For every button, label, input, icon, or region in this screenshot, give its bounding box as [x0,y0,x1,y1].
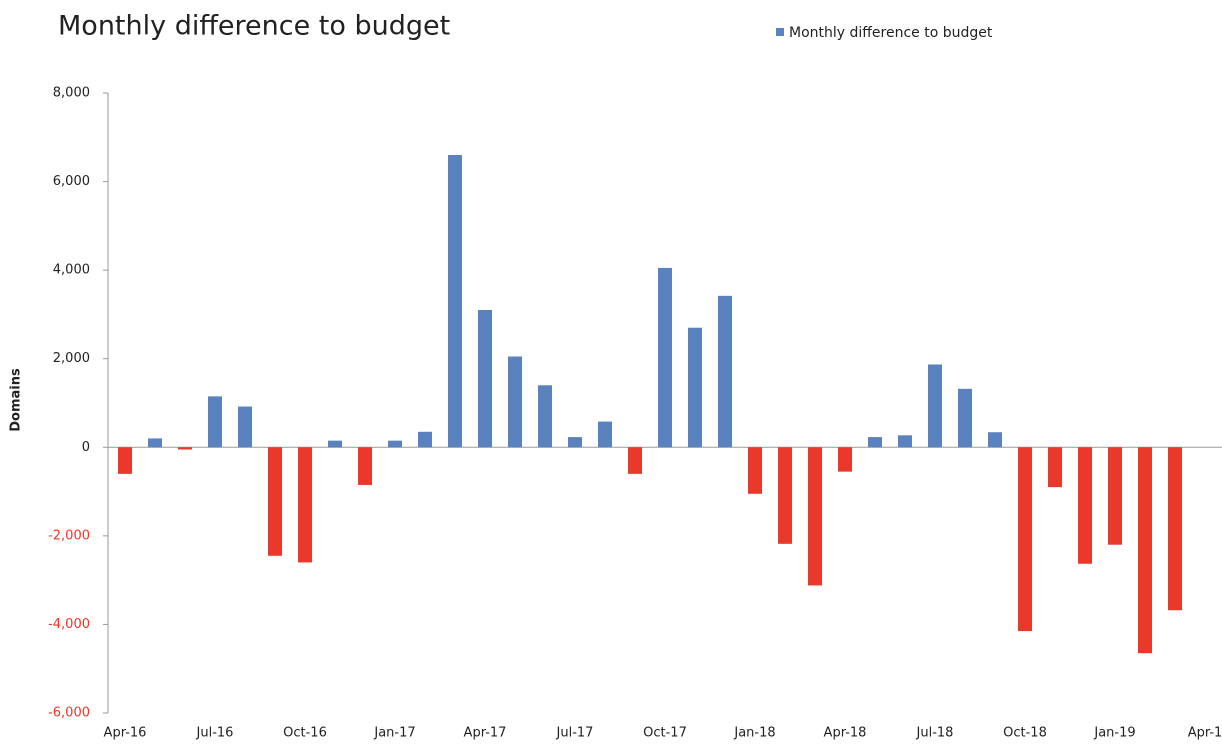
bar [1048,447,1062,488]
bar [148,438,162,448]
bar [268,447,282,556]
x-tick-label: Oct-17 [643,726,687,741]
x-tick-label: Oct-16 [283,726,327,741]
bar [568,437,582,448]
bar [178,447,192,450]
bar [598,421,612,448]
x-tick-label: Jan-17 [373,726,415,741]
bar [988,432,1002,448]
bar [358,447,372,485]
x-tick-label: Apr-16 [104,726,147,741]
bar [898,435,912,448]
bar [238,406,252,448]
bar [508,356,522,448]
bar [868,437,882,448]
legend-label: Monthly difference to budget [789,25,993,41]
y-tick-label: -4,000 [48,617,90,632]
bar [688,327,702,448]
bar [658,267,672,448]
bar [958,388,972,448]
bar [1138,447,1152,654]
y-tick-label: 4,000 [53,263,90,278]
bar [628,447,642,474]
bar [1018,447,1032,632]
bar [298,447,312,563]
y-tick-label: 2,000 [53,351,90,366]
x-tick-label: Apr-17 [464,726,507,741]
bar [118,447,132,474]
bar [718,295,732,448]
chart-title: Monthly difference to budget [58,11,450,42]
y-tick-label: -2,000 [48,528,90,543]
legend-swatch [776,28,784,36]
bar [838,447,852,472]
y-tick-label: 0 [82,440,90,455]
y-tick-label: 8,000 [53,86,90,101]
x-tick-label: Jul-17 [556,726,594,741]
x-tick-label: Apr-1 [1188,726,1222,741]
x-tick-label: Oct-18 [1003,726,1047,741]
bar [1168,447,1182,611]
x-tick-label: Jan-18 [733,726,775,741]
x-tick-label: Jan-19 [1093,726,1135,741]
bar [448,155,462,448]
bar [478,310,492,448]
bar [1108,447,1122,545]
bar [418,431,432,448]
y-tick-label: -6,000 [48,706,90,721]
y-axis-label: Domains [9,368,24,432]
bar [388,440,402,448]
bar [808,447,822,586]
bar [778,447,792,544]
x-tick-label: Apr-18 [824,726,867,741]
bar [208,396,222,448]
bar [748,447,762,494]
bar [1078,447,1092,564]
bar [328,440,342,448]
bar [928,364,942,448]
x-tick-label: Jul-18 [916,726,954,741]
y-tick-label: 6,000 [53,174,90,189]
bar [538,385,552,448]
x-tick-label: Jul-16 [196,726,234,741]
